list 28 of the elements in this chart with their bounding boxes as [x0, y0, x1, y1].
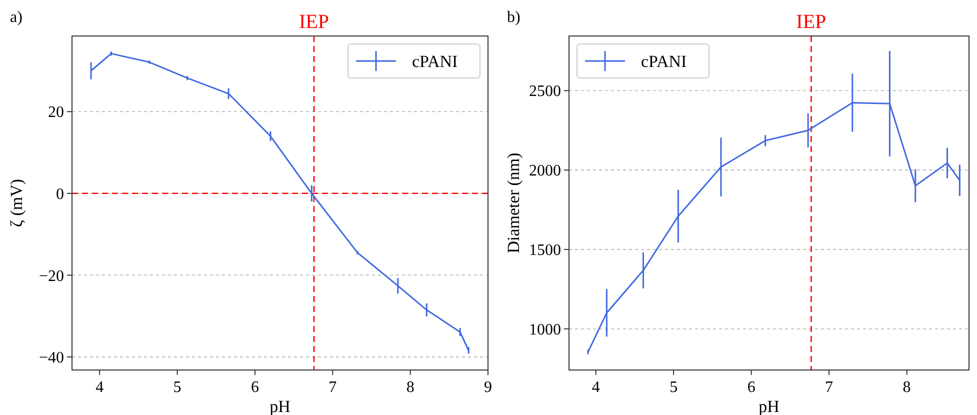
- line-series: [90, 52, 470, 352]
- y-tick-label: −20: [38, 268, 64, 285]
- y-tick-label: 2500: [529, 83, 561, 100]
- y-tick-label: −40: [38, 350, 64, 367]
- ref-line-label: IEP: [796, 11, 826, 33]
- x-tick-label: 9: [484, 379, 492, 396]
- y-axis-title: ζ (mV): [7, 178, 26, 228]
- x-tick-label: 6: [747, 379, 756, 396]
- x-tick-label: 6: [250, 379, 259, 396]
- y-tick-label: 2000: [529, 162, 561, 180]
- y-tick-label: 1000: [529, 321, 561, 338]
- chart-title: a): [10, 9, 22, 26]
- y-axis-title: Diameter (nm): [504, 152, 523, 254]
- y-tick-label: 1500: [529, 242, 561, 260]
- x-tick-label: 8: [902, 379, 911, 396]
- x-tick-label: 8: [406, 379, 414, 396]
- x-tick-label: 4: [96, 379, 104, 396]
- ref-line-label: IEP: [298, 11, 329, 33]
- x-tick-label: 5: [173, 379, 182, 396]
- x-tick-label: 5: [670, 379, 678, 396]
- y-tick-label: 20: [48, 104, 64, 122]
- x-tick-label: 4: [592, 379, 600, 396]
- x-tick-label: 7: [825, 379, 834, 396]
- legend-label: cPANI: [641, 52, 687, 71]
- y-tick-label: 0: [56, 186, 64, 203]
- legend-label: cPANI: [412, 52, 458, 71]
- x-tick-label: 7: [328, 379, 337, 396]
- chart-title: b): [507, 9, 520, 26]
